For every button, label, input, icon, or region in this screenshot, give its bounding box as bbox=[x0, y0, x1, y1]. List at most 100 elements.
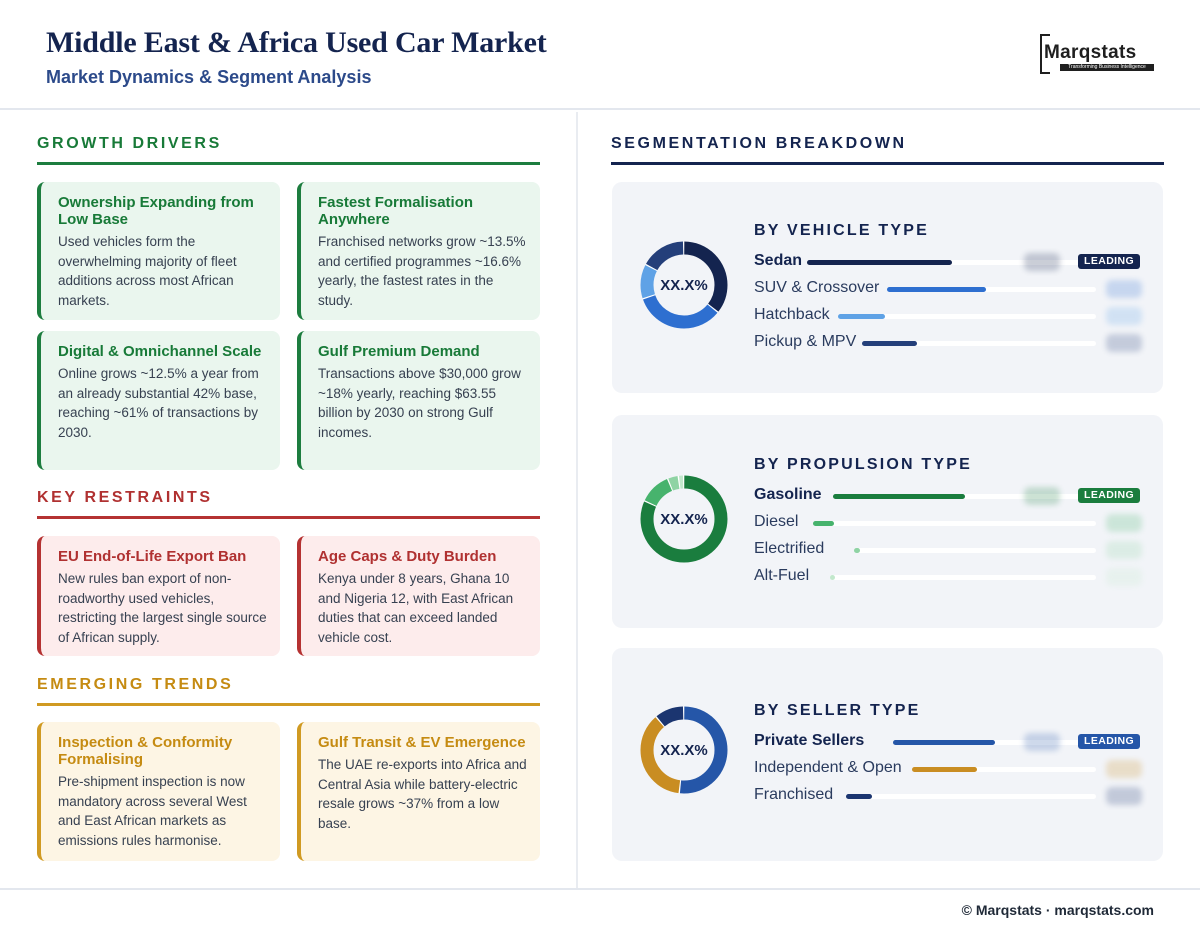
leading-badge: LEADING bbox=[1078, 488, 1141, 503]
segment-bar-track bbox=[912, 767, 1096, 772]
segment-value-blurred bbox=[1106, 307, 1142, 325]
driver-card-body: Transactions above $30,000 grow ~18% yea… bbox=[318, 366, 521, 440]
segment-value-blurred bbox=[1106, 541, 1142, 559]
segment-name: Pickup & MPV bbox=[754, 333, 857, 350]
seller-type-title: BY SELLER TYPE bbox=[754, 702, 921, 719]
restraint-card-body: New rules ban export of non-roadworthy u… bbox=[58, 571, 267, 645]
growth-drivers-heading: GROWTH DRIVERS bbox=[37, 135, 222, 152]
segment-row: SUV & Crossover bbox=[754, 279, 1144, 299]
marqstats-logo: Marqstats Transforming Business Intellig… bbox=[1040, 34, 1156, 78]
segment-bar-track bbox=[838, 314, 1096, 319]
column-divider bbox=[576, 112, 578, 888]
segment-name: Electrified bbox=[754, 540, 825, 557]
donut-slice bbox=[640, 706, 728, 794]
restraint-card-title: Age Caps & Duty Burden bbox=[318, 548, 497, 565]
segment-bar-track bbox=[893, 740, 1096, 745]
vehicle-type-panel: XX.X% BY VEHICLE TYPE Sedan LEADING SUV & … bbox=[612, 182, 1163, 393]
segment-row: Independent & Open bbox=[754, 759, 1144, 779]
propulsion-type-donut bbox=[640, 475, 728, 563]
logo-tagline: Transforming Business Intelligence bbox=[1060, 64, 1154, 71]
driver-card-title: Ownership Expanding from Low Base bbox=[58, 194, 254, 228]
driver-card-body: Used vehicles form the overwhelming majo… bbox=[58, 234, 237, 308]
segment-bar-fill bbox=[912, 767, 977, 772]
segment-row: Hatchback bbox=[754, 306, 1144, 326]
vehicle-type-donut bbox=[640, 241, 728, 329]
donut-slice bbox=[640, 706, 728, 794]
segment-bar-fill bbox=[862, 341, 917, 346]
segment-bar-track bbox=[830, 575, 1096, 580]
donut-slice bbox=[640, 241, 728, 329]
driver-card: Ownership Expanding from Low Base Used v… bbox=[37, 182, 280, 320]
segment-value-blurred bbox=[1106, 568, 1142, 586]
segment-name: Hatchback bbox=[754, 306, 830, 323]
donut-slice bbox=[640, 241, 728, 329]
growth-drivers-rule bbox=[37, 162, 540, 165]
key-restraints-heading: KEY RESTRAINTS bbox=[37, 489, 213, 506]
page-subtitle: Market Dynamics & Segment Analysis bbox=[46, 67, 372, 87]
segment-bar-fill bbox=[830, 575, 835, 580]
restraint-card: Age Caps & Duty Burden Kenya under 8 yea… bbox=[297, 536, 540, 656]
segment-row: Alt-Fuel bbox=[754, 567, 1144, 587]
segment-row: Electrified bbox=[754, 540, 1144, 560]
page-header: Middle East & Africa Used Car Market Mar… bbox=[0, 0, 1200, 110]
segment-bar-track bbox=[887, 287, 1096, 292]
footer-divider bbox=[0, 888, 1200, 890]
segmentation-rule bbox=[611, 162, 1164, 165]
driver-card: Gulf Premium Demand Transactions above $… bbox=[297, 331, 540, 470]
segment-row: Pickup & MPV bbox=[754, 333, 1144, 353]
segment-value-blurred bbox=[1106, 760, 1142, 778]
segment-bar-fill bbox=[854, 548, 860, 553]
segment-value-blurred bbox=[1024, 733, 1060, 751]
propulsion-type-title: BY PROPULSION TYPE bbox=[754, 456, 973, 473]
logo-text: Marqstats bbox=[1044, 42, 1137, 63]
segment-bar-track bbox=[862, 341, 1096, 346]
segment-bar-fill bbox=[846, 794, 872, 799]
leading-badge: LEADING bbox=[1078, 734, 1141, 749]
emerging-trends-heading: EMERGING TRENDS bbox=[37, 676, 234, 693]
segment-bar-fill bbox=[893, 740, 995, 745]
segment-name: Private Sellers bbox=[754, 732, 865, 749]
segment-row: Private Sellers LEADING bbox=[754, 732, 1144, 752]
driver-card-body: Franchised networks grow ~13.5% and cert… bbox=[318, 234, 526, 308]
segment-name: Alt-Fuel bbox=[754, 567, 810, 584]
segment-value-blurred bbox=[1024, 487, 1060, 505]
restraint-card: EU End-of-Life Export Ban New rules ban … bbox=[37, 536, 280, 656]
seller-type-panel: XX.X% BY SELLER TYPE Private Sellers LEAD… bbox=[612, 648, 1163, 861]
trend-card: Gulf Transit & EV Emergence The UAE re-e… bbox=[297, 722, 540, 861]
trend-card-body: Pre-shipment inspection is now mandatory… bbox=[58, 774, 247, 848]
segment-bar-fill bbox=[838, 314, 885, 319]
segment-bar-track bbox=[854, 548, 1096, 553]
driver-card: Fastest Formalisation Anywhere Franchise… bbox=[297, 182, 540, 320]
donut-slice bbox=[640, 241, 728, 329]
vehicle-type-donut-label: XX.X% bbox=[660, 277, 708, 294]
emerging-trends-rule bbox=[37, 703, 540, 706]
segment-bar-track bbox=[846, 794, 1096, 799]
segment-bar-fill bbox=[813, 521, 834, 526]
donut-slice bbox=[640, 475, 728, 563]
footer-credit: © Marqstats · marqstats.com bbox=[961, 902, 1154, 918]
segment-value-blurred bbox=[1024, 253, 1060, 271]
seller-type-donut bbox=[640, 706, 728, 794]
segment-bar-fill bbox=[833, 494, 965, 499]
driver-card-title: Gulf Premium Demand bbox=[318, 343, 480, 360]
segment-name: Franchised bbox=[754, 786, 834, 803]
segment-value-blurred bbox=[1106, 787, 1142, 805]
seller-type-donut-label: XX.X% bbox=[660, 742, 708, 759]
segment-name: Sedan bbox=[754, 252, 803, 269]
segment-bar-fill bbox=[807, 260, 952, 265]
segment-name: SUV & Crossover bbox=[754, 279, 880, 296]
segment-row: Sedan LEADING bbox=[754, 252, 1144, 272]
logo-bracket-icon bbox=[1040, 34, 1050, 74]
driver-card-title: Fastest Formalisation Anywhere bbox=[318, 194, 474, 228]
page-title: Middle East & Africa Used Car Market bbox=[46, 26, 547, 59]
leading-badge: LEADING bbox=[1078, 254, 1141, 269]
propulsion-type-donut-label: XX.X% bbox=[660, 511, 708, 528]
segment-row: Franchised bbox=[754, 786, 1144, 806]
trend-card-body: The UAE re-exports into Africa and Centr… bbox=[318, 757, 527, 831]
segment-name: Independent & Open bbox=[754, 759, 902, 776]
restraint-card-body: Kenya under 8 years, Ghana 10 and Nigeri… bbox=[318, 571, 514, 645]
driver-card: Digital & Omnichannel Scale Online grows… bbox=[37, 331, 280, 470]
segment-value-blurred bbox=[1106, 514, 1142, 532]
trend-card-title: Inspection & Conformity Formalising bbox=[58, 734, 233, 768]
key-restraints-rule bbox=[37, 516, 540, 519]
